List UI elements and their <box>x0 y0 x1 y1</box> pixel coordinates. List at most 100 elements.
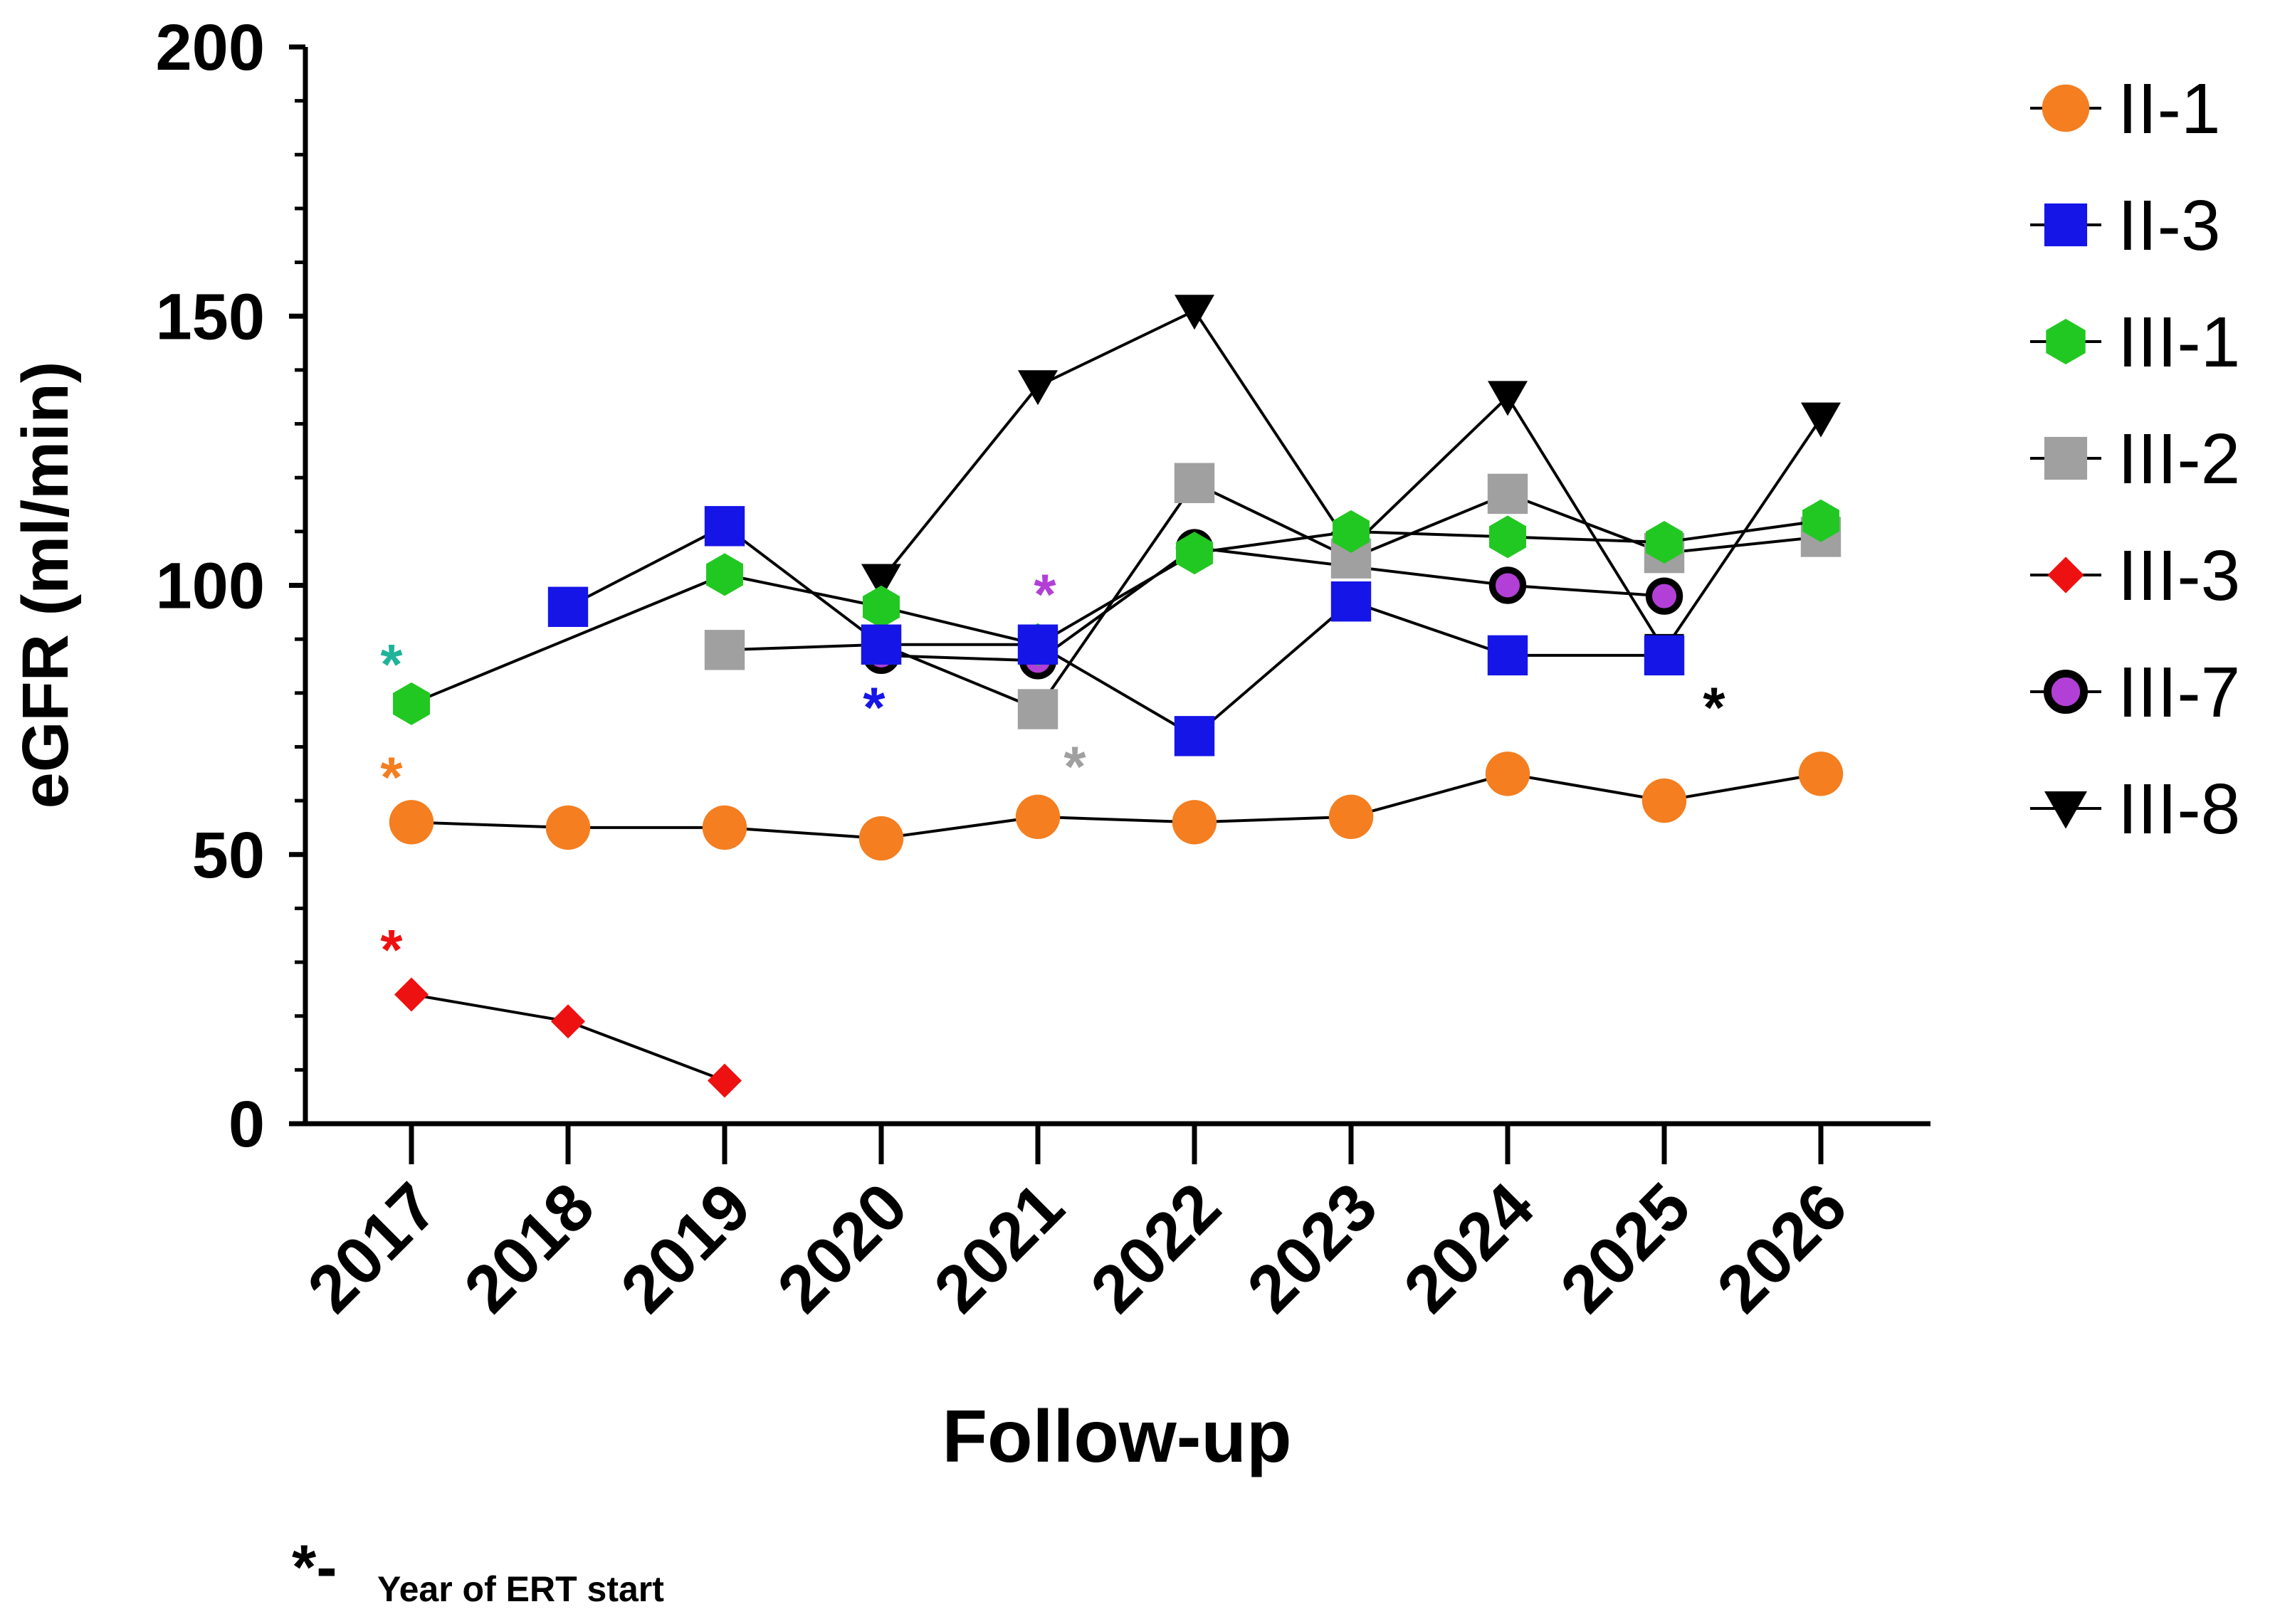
data-point <box>706 553 743 596</box>
legend-label: III-1 <box>2118 302 2240 382</box>
data-point <box>2044 436 2088 480</box>
data-point <box>2046 319 2086 364</box>
legend-label: III-7 <box>2118 653 2240 732</box>
data-point <box>1328 794 1374 839</box>
data-point <box>1018 370 1058 406</box>
y-tick-label: 0 <box>228 1088 265 1161</box>
data-point <box>389 800 434 845</box>
ert-start-star: * <box>380 633 403 696</box>
ert-start-star: * <box>863 675 886 739</box>
series-line <box>724 481 1822 711</box>
legend-label: III-3 <box>2118 536 2240 616</box>
x-tick-label: 2024 <box>1389 1169 1548 1327</box>
legend-label: III-2 <box>2118 419 2240 499</box>
data-point <box>1176 532 1213 575</box>
data-point <box>861 564 901 599</box>
data-point <box>2044 203 2088 247</box>
data-point <box>1488 566 1527 604</box>
data-point <box>708 1063 742 1098</box>
y-tick-label: 200 <box>156 11 266 84</box>
ert-start-star: * <box>1703 675 1725 739</box>
legend-item: III-8 <box>2030 769 2240 849</box>
series-line <box>411 519 1822 705</box>
data-point <box>547 586 589 627</box>
data-point <box>858 816 904 861</box>
data-point <box>863 585 900 628</box>
data-point <box>2042 84 2090 132</box>
y-tick-label: 50 <box>192 819 265 892</box>
legend-item: II-3 <box>2030 186 2220 265</box>
ert-start-star: * <box>380 918 403 981</box>
data-point <box>1172 800 1217 845</box>
data-point <box>2047 557 2084 594</box>
x-tick-label: 2018 <box>450 1169 608 1327</box>
y-axis-title: eGFR (ml/min) <box>9 362 82 809</box>
x-tick-label: 2026 <box>1703 1169 1861 1327</box>
ert-start-star: * <box>380 746 403 809</box>
series-III-3 <box>394 977 742 1098</box>
legend-item: III-1 <box>2030 302 2240 382</box>
data-point <box>704 506 745 547</box>
data-point <box>1489 515 1526 559</box>
data-point <box>1333 510 1370 553</box>
x-axis-title: Follow-up <box>942 1396 1292 1478</box>
data-point <box>1174 463 1215 503</box>
footnote-symbol: *- <box>292 1531 337 1602</box>
data-point <box>1174 716 1215 756</box>
data-point <box>2043 669 2089 715</box>
ert-start-markers: * * * * * * * <box>380 563 1725 981</box>
data-point <box>394 977 429 1012</box>
legend-label: II-3 <box>2118 186 2220 265</box>
legend: II-1 II-3 III-1 III-2 III-3 III-7 III-8 <box>2030 69 2240 849</box>
data-point <box>1175 295 1214 330</box>
data-point <box>861 624 902 665</box>
x-tick-label: 2019 <box>606 1169 765 1327</box>
data-point <box>1488 381 1528 416</box>
x-tick-label: 2020 <box>763 1169 921 1327</box>
series-layer <box>389 295 1844 1098</box>
data-point <box>1802 499 1839 542</box>
x-tick-label: 2025 <box>1546 1169 1704 1327</box>
data-point <box>1641 778 1687 823</box>
data-point <box>1798 752 1844 796</box>
data-point <box>1644 635 1685 676</box>
data-point <box>1485 752 1530 796</box>
data-point <box>1487 635 1528 676</box>
ert-start-star: * <box>1034 563 1056 626</box>
data-point <box>1015 794 1061 839</box>
x-tick-label: 2017 <box>293 1169 451 1327</box>
data-point <box>1330 581 1372 622</box>
data-point <box>1646 520 1683 564</box>
legend-label: II-1 <box>2118 69 2220 149</box>
series-II-1 <box>389 752 1844 861</box>
series-line <box>411 772 1822 840</box>
legend-item: II-1 <box>2030 69 2220 149</box>
y-tick-label: 100 <box>156 550 266 623</box>
data-point <box>1017 689 1058 729</box>
data-point <box>702 805 747 850</box>
data-point <box>1801 402 1841 438</box>
footnote: *- Year of ERT start <box>292 1531 664 1609</box>
series-line <box>567 524 1664 738</box>
legend-item: III-2 <box>2030 419 2240 499</box>
legend-label: III-8 <box>2118 769 2240 849</box>
data-point <box>551 1004 585 1039</box>
data-point <box>2044 791 2087 829</box>
data-point <box>704 630 745 670</box>
data-point <box>1017 624 1058 665</box>
legend-item: III-7 <box>2030 653 2240 732</box>
y-tick-label: 150 <box>156 280 266 353</box>
data-point <box>393 682 430 725</box>
ert-start-star: * <box>1063 735 1086 798</box>
data-point <box>1645 577 1683 615</box>
x-tick-label: 2022 <box>1076 1169 1234 1327</box>
series-II-3 <box>547 506 1685 756</box>
y-ticks: 0 50 100 150 200 <box>156 11 305 1161</box>
footnote-text: Year of ERT start <box>377 1569 664 1609</box>
legend-item: III-3 <box>2030 536 2240 616</box>
x-tick-label: 2023 <box>1233 1169 1391 1327</box>
data-point <box>545 805 591 850</box>
x-tick-label: 2021 <box>920 1169 1078 1327</box>
